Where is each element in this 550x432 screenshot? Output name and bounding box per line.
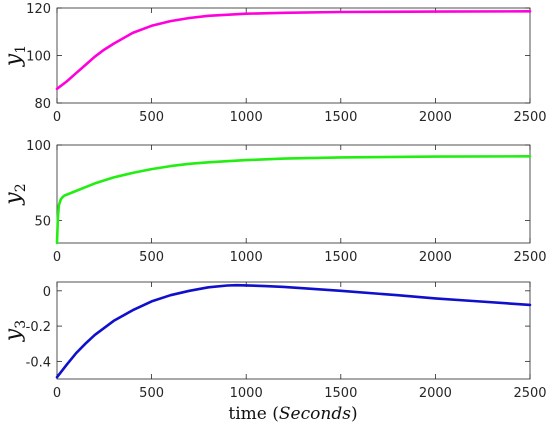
y-tick-label: 80 [34, 97, 51, 112]
y-tick-label: 120 [26, 2, 51, 17]
y-label-subscript: 2 [13, 183, 29, 192]
x-axis-label: time (Seconds) [228, 404, 357, 424]
x-tick-label: 0 [53, 250, 61, 265]
x-tick-label: 1500 [324, 386, 357, 401]
y-label-base: y [1, 53, 26, 67]
x-tick-label: 1500 [324, 250, 357, 265]
x-tick-label: 0 [53, 386, 61, 401]
panel-2: 0 500 1000 1500 2000 2500 50 100 y2 [1, 139, 547, 265]
x-tick-label: 500 [139, 386, 164, 401]
series-line-1 [55, 10, 532, 91]
y-axis-label-1: y1 [1, 45, 29, 67]
x-tick-label: 0 [53, 110, 61, 125]
x-tick-label: 1500 [324, 110, 357, 125]
y-label-subscript: 1 [13, 45, 29, 54]
y-tick-label: 50 [34, 214, 51, 229]
x-tick-label: 1000 [230, 250, 263, 265]
x-tick-label: 2500 [513, 386, 546, 401]
x-tick-label: 2000 [419, 386, 452, 401]
x-tick-label: 2000 [419, 250, 452, 265]
y-axis-label-3: y3 [1, 320, 29, 342]
y-tick-label: 100 [26, 50, 51, 65]
y-axis-label-2: y2 [1, 183, 29, 205]
x-tick-label: 1000 [230, 110, 263, 125]
series-line-2 [55, 155, 532, 245]
panel-1: 0 500 1000 1500 2000 2500 80 100 120 y1 [1, 2, 547, 125]
y-label-subscript: 3 [13, 320, 29, 329]
x-tick-label: 1000 [230, 386, 263, 401]
axes-frame-3 [56, 281, 531, 380]
x-tick-label: 500 [139, 110, 164, 125]
x-tick-label: 2500 [513, 110, 546, 125]
y-label-base: y [1, 328, 26, 342]
y-label-base: y [1, 192, 26, 206]
y-tick-label: 0 [43, 285, 51, 300]
x-tick-label: 500 [139, 250, 164, 265]
x-tick-label: 2500 [513, 250, 546, 265]
axes-frame-2 [56, 144, 531, 244]
y-tick-label: 100 [26, 139, 51, 154]
y-tick-label: -0.4 [26, 355, 51, 370]
axes-frame-1 [56, 7, 531, 104]
y-tick-label: -0.2 [26, 320, 51, 335]
series-line-3 [55, 283, 532, 379]
x-tick-label: 2000 [419, 110, 452, 125]
